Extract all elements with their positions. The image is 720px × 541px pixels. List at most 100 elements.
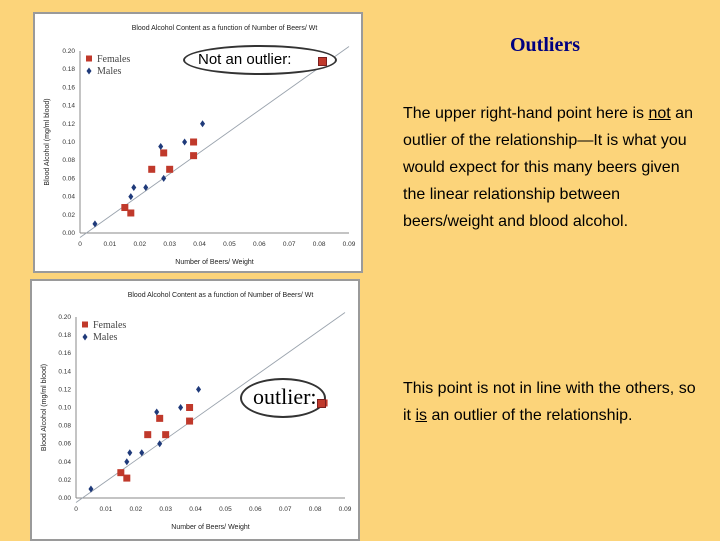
y-tick-label: 0.06 xyxy=(62,175,75,182)
data-point-female xyxy=(127,209,135,217)
y-tick-label: 0.16 xyxy=(58,350,71,357)
x-tick-label: 0.07 xyxy=(279,506,292,513)
x-tick-label: 0.09 xyxy=(339,506,352,513)
data-point-female xyxy=(162,431,170,439)
x-tick-label: 0.02 xyxy=(129,506,142,513)
data-point-male xyxy=(196,385,202,393)
y-tick-label: 0.18 xyxy=(58,332,71,339)
y-tick-label: 0.08 xyxy=(62,157,75,164)
data-point-female xyxy=(186,417,194,425)
y-tick-label: 0.00 xyxy=(58,495,71,502)
legend-label-females: Females xyxy=(93,320,126,331)
callout-bottom-marker xyxy=(317,399,326,408)
data-point-male xyxy=(178,404,184,411)
x-tick-label: 0.08 xyxy=(313,241,326,248)
legend-marker-males xyxy=(82,333,88,341)
data-point-male xyxy=(200,120,206,128)
y-tick-label: 0.06 xyxy=(58,441,71,448)
y-tick-label: 0.08 xyxy=(58,423,71,430)
text-bottom-before: This point is not in line with the other… xyxy=(403,380,696,424)
x-tick-label: 0.06 xyxy=(253,241,266,248)
x-tick-label: 0.05 xyxy=(223,241,236,248)
data-point-female xyxy=(121,204,129,212)
chart-title: Blood Alcohol Content as a function of N… xyxy=(128,292,314,299)
callout-outlier-label: outlier: xyxy=(253,384,317,409)
chart-svg-2: Blood Alcohol Content as a function of N… xyxy=(41,292,352,531)
y-tick-label: 0.12 xyxy=(62,121,75,128)
y-tick-label: 0.04 xyxy=(62,194,75,201)
x-axis-label: Number of Beers/ Weight xyxy=(171,524,250,531)
data-point-male xyxy=(124,458,130,466)
data-point-female xyxy=(186,404,194,411)
y-tick-label: 0.10 xyxy=(58,405,71,412)
callout-not-outlier-bubble xyxy=(183,45,337,75)
data-point-female xyxy=(190,152,198,160)
text-bottom-underlined: is xyxy=(415,407,428,424)
x-tick-label: 0.03 xyxy=(163,241,176,248)
y-tick-label: 0.02 xyxy=(62,212,75,219)
x-axis-label: Number of Beers/ Weight xyxy=(175,259,254,266)
x-tick-label: 0.06 xyxy=(249,506,262,513)
legend-label-males: Males xyxy=(97,66,122,77)
y-tick-label: 0.12 xyxy=(58,386,71,393)
callout-top-marker xyxy=(318,57,327,66)
x-tick-label: 0.01 xyxy=(100,506,113,513)
data-point-male xyxy=(88,485,94,493)
x-tick-label: 0.07 xyxy=(283,241,296,248)
data-point-male xyxy=(92,220,98,228)
slide-title: Outliers xyxy=(510,34,580,56)
data-point-female xyxy=(160,149,168,157)
y-tick-label: 0.02 xyxy=(58,477,71,484)
data-point-male xyxy=(139,449,145,457)
data-point-female xyxy=(123,474,131,482)
chart-svg-1: Blood Alcohol Content as a function of N… xyxy=(44,25,356,266)
y-tick-label: 0.10 xyxy=(62,139,75,146)
data-point-male xyxy=(131,184,137,191)
text-bottom-after: an outlier of the relationship. xyxy=(427,407,633,424)
explanation-outlier: This point is not in line with the other… xyxy=(403,375,703,429)
data-point-male xyxy=(158,143,164,151)
x-tick-label: 0.04 xyxy=(193,241,206,248)
x-tick-label: 0.09 xyxy=(343,241,356,248)
chart-title: Blood Alcohol Content as a function of N… xyxy=(132,25,318,32)
x-tick-label: 0.05 xyxy=(219,506,232,513)
data-point-male xyxy=(127,449,133,457)
data-point-female xyxy=(156,414,164,422)
data-point-male xyxy=(161,174,167,182)
explanation-not-outlier: The upper right-hand point here is not a… xyxy=(403,100,703,235)
data-point-female xyxy=(190,138,198,146)
x-tick-label: 0.08 xyxy=(309,506,322,513)
y-axis-label: Blood Alcohol (mg/ml blood) xyxy=(44,98,51,185)
data-point-male xyxy=(154,408,160,416)
y-tick-label: 0.20 xyxy=(62,48,75,55)
callout-not-outlier-label: Not an outlier: xyxy=(198,51,292,68)
x-tick-label: 0.02 xyxy=(133,241,146,248)
y-tick-label: 0.04 xyxy=(58,459,71,466)
x-tick-label: 0 xyxy=(74,506,78,513)
y-tick-label: 0.18 xyxy=(62,66,75,73)
callout-outlier-bubble xyxy=(240,378,326,418)
data-point-male xyxy=(157,440,163,448)
x-tick-label: 0.01 xyxy=(104,241,117,248)
y-tick-label: 0.14 xyxy=(62,103,75,110)
y-tick-label: 0.00 xyxy=(62,230,75,237)
y-tick-label: 0.16 xyxy=(62,84,75,91)
legend-marker-females xyxy=(86,55,92,62)
y-axis-label: Blood Alcohol (mg/ml blood) xyxy=(41,364,48,451)
text-top-before: The upper right-hand point here is xyxy=(403,105,649,122)
y-tick-label: 0.14 xyxy=(58,368,71,375)
data-point-male xyxy=(182,138,188,146)
legend-label-males: Males xyxy=(93,332,118,343)
data-point-female xyxy=(117,469,125,477)
data-point-female xyxy=(148,165,156,173)
x-tick-label: 0.03 xyxy=(159,506,172,513)
legend-marker-females xyxy=(82,321,88,328)
text-top-underlined: not xyxy=(648,105,671,122)
text-top-after: an outlier of the relationship—It is wha… xyxy=(403,105,693,230)
data-point-male xyxy=(128,193,134,201)
data-point-female xyxy=(166,165,174,173)
legend-label-females: Females xyxy=(97,54,130,65)
data-point-female xyxy=(144,431,152,439)
legend-marker-males xyxy=(86,67,92,75)
x-tick-label: 0.04 xyxy=(189,506,202,513)
